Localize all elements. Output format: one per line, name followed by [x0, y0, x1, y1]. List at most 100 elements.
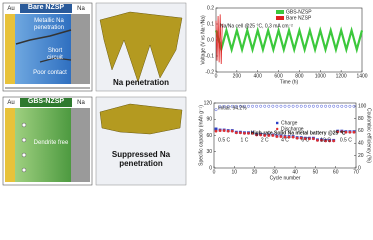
data-point: [336, 130, 340, 134]
diagram-note: Poor contact: [33, 70, 67, 76]
data-point: [340, 104, 344, 108]
diagram-note: Short circuit: [47, 48, 63, 61]
series-line: [215, 14, 223, 65]
schematic-gbs: [2, 96, 93, 186]
schematic-bare: [2, 2, 93, 92]
data-point: [303, 104, 307, 108]
data-point: [263, 134, 267, 137]
data-point: [352, 130, 356, 134]
data-point: [267, 134, 271, 137]
x-tick-label: 10: [232, 169, 238, 175]
legend-label: Charge: [281, 120, 298, 126]
legend-swatch: [276, 10, 284, 14]
data-point: [251, 131, 254, 135]
rate-label: 10 C: [320, 137, 331, 143]
data-point: [255, 104, 259, 108]
x-tick-label: 50: [313, 169, 319, 175]
y2-tick-label: 20: [358, 153, 364, 159]
data-point: [230, 129, 234, 133]
diagram-header: Bare NZSP: [27, 4, 65, 11]
rate-label: 0.5 C: [218, 137, 230, 143]
legend-label: Bare NZSP: [286, 15, 312, 21]
data-point: [247, 104, 250, 108]
penetration-images: [95, 2, 187, 186]
legend-marker: [276, 121, 279, 125]
y-tick-label: 0: [209, 165, 212, 171]
y-axis-label: Voltage (V vs Na⁺/Na): [200, 15, 206, 65]
y-tick-label: 0.2: [207, 5, 214, 11]
data-point: [291, 104, 295, 108]
x-axis-label: Time (h): [280, 79, 299, 85]
x-tick-label: 1000: [315, 73, 326, 79]
diagram-note: Metallic Na penetration: [33, 18, 65, 31]
diagram-note: Dendrite free: [33, 140, 69, 146]
data-point: [332, 139, 336, 143]
image-caption: Na penetration: [112, 78, 169, 87]
data-point: [348, 130, 352, 134]
y-axis-label: Specific capacity (mAh g⁻¹): [198, 105, 204, 166]
diagram-header: GBS-NZSP: [27, 98, 65, 105]
data-point: [291, 135, 295, 139]
y2-tick-label: 0: [358, 165, 361, 171]
data-point: [344, 130, 348, 134]
electrode-label: Na: [77, 6, 85, 12]
data-point: [303, 137, 307, 141]
data-point: [287, 104, 291, 108]
data-point: [275, 104, 279, 108]
data-point: [267, 104, 271, 108]
data-point: [263, 104, 267, 108]
data-point: [295, 104, 299, 108]
y-tick-label: 0.0: [207, 37, 214, 43]
data-point: [324, 104, 328, 108]
x-tick-label: 800: [295, 73, 304, 79]
legend-swatch: [276, 16, 284, 20]
legend-marker: [276, 127, 279, 131]
data-point: [218, 129, 222, 133]
data-point: [234, 104, 238, 108]
x-tick-label: 400: [254, 73, 263, 79]
legend-label: GBS-NZSP: [286, 9, 312, 15]
y-tick-label: 90: [206, 117, 212, 123]
y-tick-label: 0.1: [207, 21, 214, 27]
data-point: [238, 104, 242, 108]
data-point: [311, 137, 315, 141]
data-point: [320, 138, 323, 142]
y2-tick-label: 100: [358, 103, 367, 109]
x-tick-label: 200: [233, 73, 242, 79]
x-tick-label: 1400: [356, 73, 367, 79]
x-tick-label: 40: [292, 169, 298, 175]
data-point: [295, 136, 299, 140]
data-point: [234, 131, 238, 135]
chart-annotation: Na/Na cell @25 °C, 0.3 mA cm⁻²: [220, 23, 293, 29]
data-point: [251, 104, 254, 108]
x-tick-label: 0: [215, 73, 218, 79]
data-point: [242, 131, 246, 135]
rate-label: 4 C: [281, 137, 289, 143]
data-point: [336, 104, 340, 108]
data-point: [238, 131, 242, 135]
x-tick-label: 30: [272, 169, 278, 175]
data-point: [283, 104, 287, 108]
data-point: [222, 129, 226, 133]
data-point: [218, 105, 222, 109]
data-point: [311, 104, 315, 108]
y2-axis-label: Coulombic efficiency (%): [366, 108, 372, 163]
data-point: [226, 129, 230, 133]
x-tick-label: 20: [252, 169, 258, 175]
y2-tick-label: 40: [358, 141, 364, 147]
data-point: [275, 135, 279, 139]
data-point: [320, 104, 323, 108]
figure: 0 200 400 600 800 1000 1200 1400 -0.2 -0.1 0.0 0.1 0…: [2, 2, 372, 186]
electrode-label: Au: [7, 6, 15, 12]
data-point: [279, 135, 283, 139]
data-point: [324, 139, 328, 143]
data-point: [287, 135, 291, 139]
x-tick-label: 70: [353, 169, 359, 175]
y-tick-label: 60: [206, 133, 212, 139]
data-point: [299, 136, 303, 140]
chart-annotation: High-rate Solid Na metal battery @25 ℃: [251, 129, 346, 136]
data-point: [247, 131, 250, 135]
rate-label: 2 C: [261, 137, 269, 143]
data-point: [271, 104, 275, 108]
data-point: [340, 130, 344, 134]
